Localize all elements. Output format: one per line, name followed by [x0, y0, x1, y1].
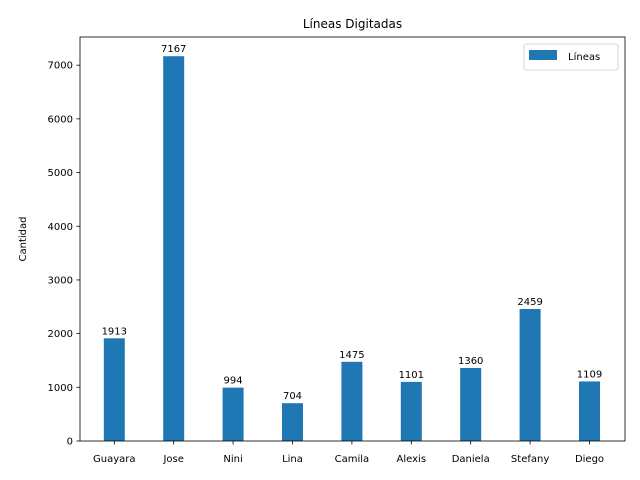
- x-tick-label-stefany: Stefany: [511, 454, 549, 465]
- bar-camila: [341, 361, 363, 441]
- data-label-guayara: 1913: [102, 326, 127, 337]
- x-tick-label-guayara: Guayara: [93, 454, 136, 465]
- y-tick-label: 3000: [48, 275, 73, 286]
- data-label-jose: 7167: [161, 44, 186, 55]
- bar-nini: [222, 387, 244, 441]
- data-label-stefany: 2459: [517, 297, 542, 308]
- x-tick-label-lina: Lina: [282, 454, 303, 465]
- bar-daniela: [460, 367, 482, 441]
- y-tick-label: 1000: [48, 383, 73, 394]
- plot-frame: [79, 36, 626, 442]
- x-tick-label-nini: Nini: [223, 454, 242, 465]
- y-tick-label: 4000: [48, 222, 73, 233]
- data-label-alexis: 1101: [399, 370, 424, 381]
- y-axis: 0 1000 2000 3000 4000 5000 6000 7000: [48, 61, 80, 448]
- bar-jose: [163, 56, 185, 441]
- legend-label: Líneas: [568, 51, 600, 63]
- bar-lina: [282, 403, 303, 441]
- bar-stefany: [519, 308, 541, 441]
- x-tick-label-camila: Camila: [335, 454, 370, 465]
- data-labels-layer: 1913 7167 994 704 1475 1101 1360 2459 1109: [102, 44, 603, 402]
- data-label-daniela: 1360: [458, 356, 483, 367]
- y-tick-label: 0: [67, 437, 73, 448]
- legend-swatch: [529, 50, 557, 60]
- data-label-nini: 994: [224, 376, 243, 387]
- y-tick-label: 6000: [48, 114, 73, 125]
- x-tick-label-diego: Diego: [575, 454, 604, 465]
- x-tick-label-jose: Jose: [162, 454, 183, 465]
- data-label-camila: 1475: [339, 350, 364, 361]
- bar-diego: [579, 381, 600, 441]
- y-axis-label: Cantidad: [18, 217, 29, 262]
- legend: Líneas: [523, 43, 619, 71]
- y-tick-label: 7000: [48, 61, 73, 72]
- x-axis: Guayara Jose Nini Lina Camila Alexis Daniela St…: [93, 441, 604, 465]
- data-label-lina: 704: [283, 391, 302, 402]
- bar-alexis: [400, 381, 422, 441]
- x-tick-label-alexis: Alexis: [397, 454, 427, 465]
- bar-guayara: [103, 338, 125, 441]
- x-tick-label-daniela: Daniela: [452, 454, 490, 465]
- y-tick-label: 5000: [48, 168, 73, 179]
- data-label-diego: 1109: [577, 369, 602, 380]
- y-tick-label: 2000: [48, 329, 73, 340]
- bars-layer: [103, 56, 600, 441]
- chart-title: Líneas Digitadas: [303, 17, 402, 31]
